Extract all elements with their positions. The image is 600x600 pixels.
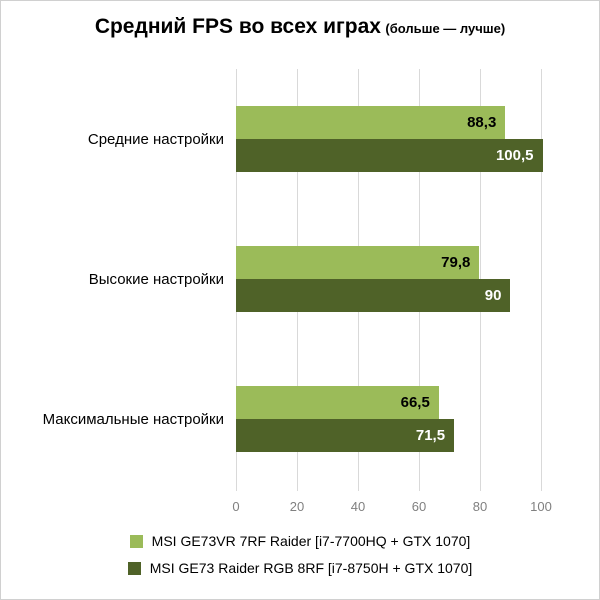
gridline (540, 69, 542, 491)
legend: MSI GE73VR 7RF Raider [i7-7700HQ + GTX 1… (1, 533, 599, 576)
bar-series-1: 79,8 (236, 246, 480, 279)
legend-label: MSI GE73 Raider RGB 8RF [i7-8750H + GTX … (149, 560, 473, 576)
x-tick-label: 100 (530, 499, 552, 514)
bar-series-2: 71,5 (236, 419, 455, 452)
bar-group: 66,5 71,5 (236, 386, 566, 452)
x-tick-label: 0 (232, 499, 240, 514)
bar-series-1: 66,5 (236, 386, 439, 419)
x-axis: 0 20 40 60 80 100 (232, 499, 566, 517)
bar-value-label: 90 (484, 287, 502, 304)
x-tick-label: 60 (411, 499, 427, 514)
bar-value-label: 79,8 (441, 254, 471, 271)
legend-item: MSI GE73 Raider RGB 8RF [i7-8750H + GTX … (127, 560, 473, 576)
bar-series-1: 88,3 (236, 106, 506, 139)
bar-value-label: 66,5 (400, 394, 430, 411)
category-label: Средние настройки (87, 130, 224, 148)
chart-subtitle-text: (больше — лучше) (385, 21, 506, 36)
bar-value-label: 88,3 (467, 114, 497, 131)
chart-title-text: Средний FPS во всех играх (94, 15, 381, 38)
category-label: Высокие настройки (88, 270, 224, 288)
legend-swatch (129, 534, 143, 548)
x-tick-label: 20 (289, 499, 305, 514)
category-label: Максимальные настройки (42, 410, 224, 428)
legend-item: MSI GE73VR 7RF Raider [i7-7700HQ + GTX 1… (129, 533, 471, 549)
bar-value-label: 71,5 (415, 427, 446, 444)
x-tick-label: 40 (350, 499, 366, 514)
bar-group: 79,8 90 (236, 246, 566, 312)
bar-series-2: 100,5 (236, 139, 543, 172)
chart-title: Средний FPS во всех играх (больше — лучш… (1, 15, 599, 39)
x-tick-label: 80 (472, 499, 488, 514)
bar-series-2: 90 (236, 279, 511, 312)
legend-label: MSI GE73VR 7RF Raider [i7-7700HQ + GTX 1… (151, 533, 471, 549)
legend-swatch (127, 561, 141, 575)
bar-value-label: 100,5 (495, 147, 534, 164)
bar-group: 88,3 100,5 (236, 106, 566, 172)
